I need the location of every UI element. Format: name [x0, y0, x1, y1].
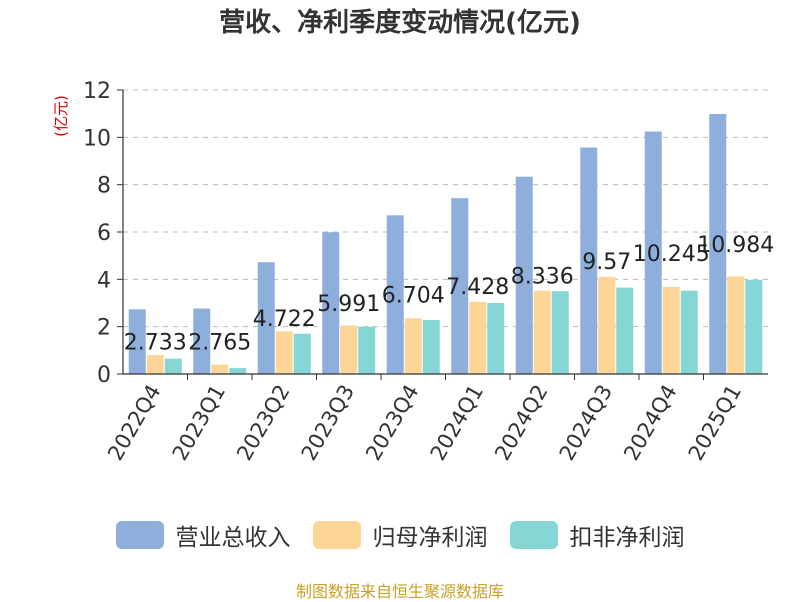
- y-tick-label: 10: [83, 126, 111, 151]
- gridlines: [123, 89, 768, 328]
- data-label-revenue: 9.57: [582, 250, 631, 275]
- bar-parent-net-profit[interactable]: [598, 276, 616, 374]
- data-label-revenue: 10.984: [697, 233, 774, 258]
- y-tick-label: 6: [97, 221, 111, 246]
- bar-deducted-net-profit[interactable]: [551, 291, 569, 374]
- bar-revenue[interactable]: [322, 232, 340, 374]
- legend-item-deducted-net-profit[interactable]: 扣非净利润: [509, 518, 685, 552]
- legend-swatch-parent-net-profit: [312, 521, 361, 549]
- x-tick-label: 2023Q4: [361, 381, 423, 465]
- legend-item-revenue[interactable]: 营业总收入: [115, 518, 291, 552]
- bar-revenue[interactable]: [515, 176, 533, 374]
- source-note: 制图数据来自恒生聚源数据库: [295, 582, 504, 601]
- y-tick-label: 2: [97, 316, 111, 341]
- bar-revenue[interactable]: [386, 215, 404, 374]
- legend-swatch-deducted-net-profit: [509, 521, 558, 549]
- data-label-revenue: 6.704: [382, 284, 445, 309]
- x-tick-label: 2022Q4: [103, 381, 165, 465]
- data-label-revenue: 2.733: [124, 331, 187, 356]
- legend-swatch-revenue: [115, 521, 164, 549]
- y-tick-label: 4: [97, 268, 111, 293]
- bar-deducted-net-profit[interactable]: [487, 303, 505, 374]
- legend: 营业总收入 归母净利润 扣非净利润: [0, 518, 800, 552]
- x-tick-label: 2024Q3: [555, 381, 617, 465]
- data-label-revenue: 5.991: [317, 292, 380, 317]
- bar-deducted-net-profit[interactable]: [680, 290, 698, 374]
- bar-parent-net-profit[interactable]: [533, 290, 551, 374]
- bar-revenue[interactable]: [257, 262, 275, 374]
- x-tick-label: 2024Q1: [426, 381, 488, 465]
- data-label-revenue: 4.722: [253, 307, 316, 332]
- legend-label-parent-net-profit: 归母净利润: [372, 525, 488, 551]
- x-tick-label: 2025Q1: [684, 381, 746, 465]
- bar-parent-net-profit[interactable]: [469, 301, 487, 374]
- bar-revenue[interactable]: [193, 308, 211, 374]
- bar-deducted-net-profit[interactable]: [293, 333, 311, 374]
- x-tick-label: 2023Q2: [232, 381, 294, 465]
- bar-revenue[interactable]: [128, 309, 146, 374]
- bar-deducted-net-profit[interactable]: [164, 358, 182, 374]
- bar-deducted-net-profit[interactable]: [616, 287, 634, 374]
- y-tick-label: 8: [97, 174, 111, 199]
- bar-deducted-net-profit[interactable]: [229, 368, 247, 374]
- bar-parent-net-profit[interactable]: [211, 364, 229, 374]
- bar-deducted-net-profit[interactable]: [422, 320, 440, 374]
- legend-label-revenue: 营业总收入: [175, 525, 291, 551]
- bars-group: [128, 114, 763, 374]
- chart-title: 营收、净利季度变动情况(亿元): [219, 8, 581, 38]
- bar-revenue[interactable]: [451, 198, 469, 374]
- data-label-revenue: 8.336: [511, 264, 574, 289]
- bar-deducted-net-profit[interactable]: [358, 326, 376, 374]
- x-tick-label: 2023Q1: [168, 381, 230, 465]
- bar-parent-net-profit[interactable]: [404, 318, 422, 374]
- bar-parent-net-profit[interactable]: [146, 355, 164, 374]
- bar-parent-net-profit[interactable]: [727, 276, 745, 374]
- legend-item-parent-net-profit[interactable]: 归母净利润: [312, 518, 488, 552]
- y-tick-label: 12: [83, 79, 111, 104]
- x-tick-label: 2024Q2: [490, 381, 552, 465]
- data-label-revenue: 7.428: [446, 275, 509, 300]
- x-tick-label: 2024Q4: [619, 381, 681, 465]
- data-label-revenue: 10.245: [633, 242, 710, 267]
- bar-parent-net-profit[interactable]: [275, 331, 293, 374]
- y-tick-label: 0: [97, 363, 111, 388]
- bar-parent-net-profit[interactable]: [340, 325, 358, 374]
- x-tick-label: 2023Q3: [297, 381, 359, 465]
- bar-revenue[interactable]: [644, 131, 662, 374]
- legend-label-deducted-net-profit: 扣非净利润: [569, 525, 685, 551]
- y-axis-label: (亿元): [52, 95, 70, 137]
- bar-parent-net-profit[interactable]: [662, 286, 680, 374]
- data-label-revenue: 2.765: [188, 330, 251, 355]
- bar-deducted-net-profit[interactable]: [745, 279, 763, 374]
- bar-revenue[interactable]: [580, 147, 598, 374]
- bar-revenue[interactable]: [709, 114, 727, 374]
